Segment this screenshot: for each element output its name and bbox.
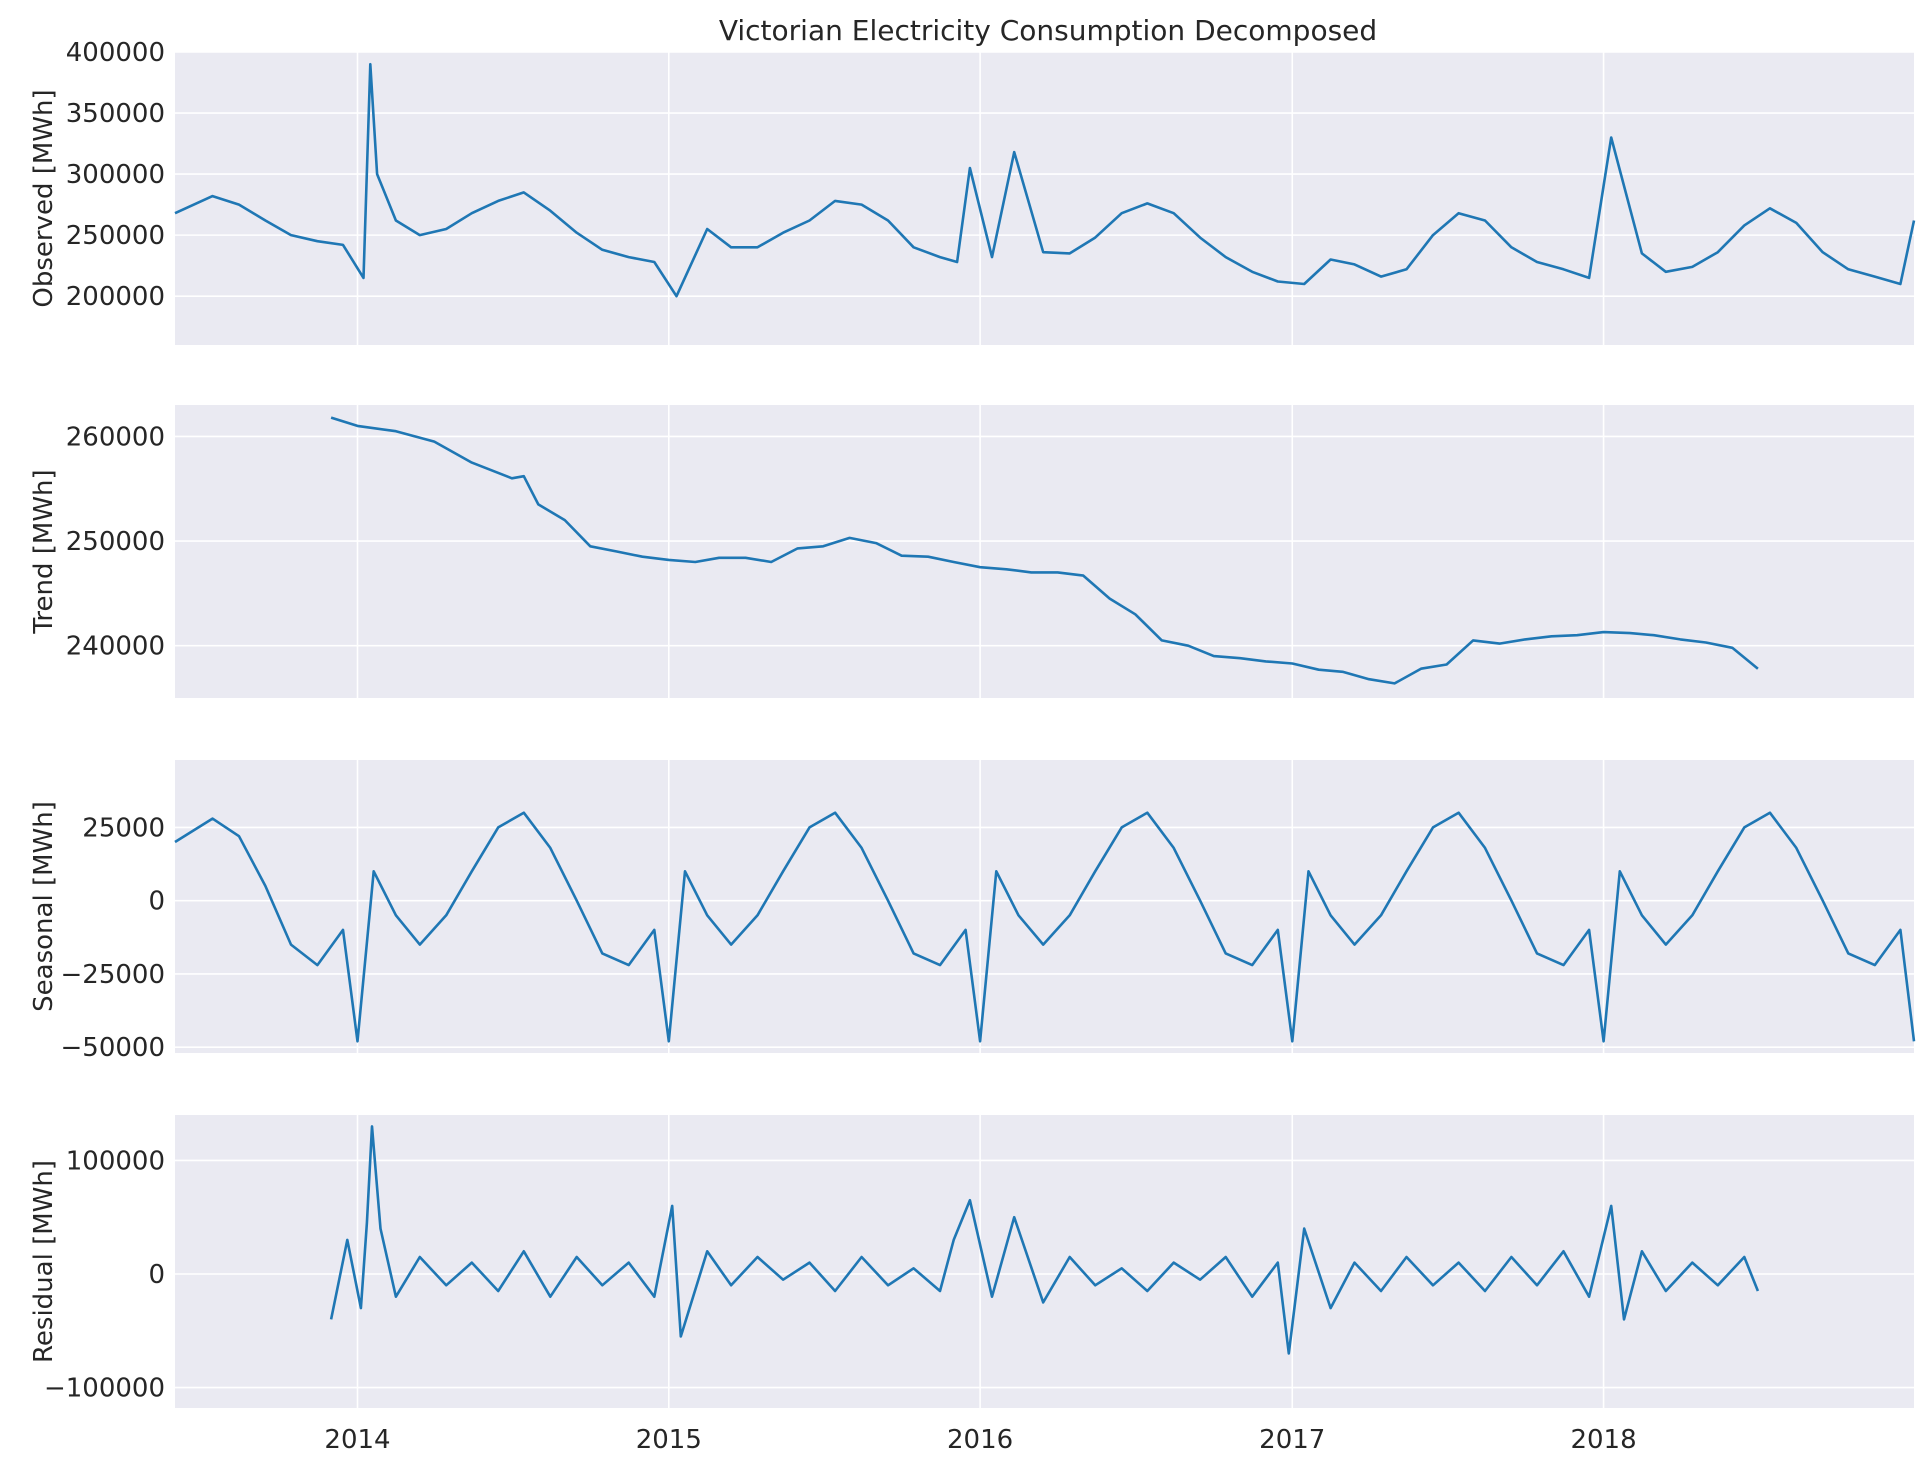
xtick-label-2017: 2017 — [1259, 1425, 1325, 1455]
observed-series-line — [174, 62, 1916, 298]
seasonal-panel: −50000 −25000 0 25000 Seasonal [MWh] — [29, 760, 1916, 1063]
observed-plot-area — [175, 52, 1914, 345]
observed-ylabel: Observed [MWh] — [29, 89, 59, 307]
seasonal-ytick-label: 25000 — [82, 813, 165, 843]
seasonal-ytick-label: 0 — [148, 887, 165, 917]
xtick-label-2014: 2014 — [324, 1425, 390, 1455]
trend-ylabel: Trend [MWh] — [29, 469, 59, 634]
seasonal-ytick-label: −25000 — [61, 960, 166, 990]
residual-ytick-label: 100000 — [66, 1146, 165, 1176]
residual-series-line — [329, 1125, 1760, 1355]
observed-ytick-label: 300000 — [66, 160, 165, 190]
seasonal-series-line — [174, 811, 1916, 1043]
seasonal-plot-area — [175, 760, 1914, 1053]
observed-ytick-label: 400000 — [66, 38, 165, 68]
residual-ytick-label: −100000 — [44, 1374, 165, 1404]
trend-ytick-label: 250000 — [66, 527, 165, 557]
xtick-label-2015: 2015 — [636, 1425, 702, 1455]
xtick-label-2018: 2018 — [1570, 1425, 1636, 1455]
trend-ytick-label: 260000 — [66, 422, 165, 452]
seasonal-ytick-label: −50000 — [61, 1033, 166, 1063]
residual-ytick-label: 0 — [148, 1260, 165, 1290]
observed-ytick-label: 200000 — [66, 282, 165, 312]
trend-plot-area — [175, 405, 1914, 698]
xtick-label-2016: 2016 — [947, 1425, 1013, 1455]
trend-series-line — [330, 416, 1759, 685]
chart-title: Victorian Electricity Consumption Decomp… — [719, 14, 1377, 47]
observed-ytick-label: 250000 — [66, 221, 165, 251]
trend-ytick-label: 240000 — [66, 632, 165, 662]
residual-plot-area — [175, 1115, 1914, 1408]
seasonal-ylabel: Seasonal [MWh] — [29, 801, 59, 1012]
observed-ytick-label: 350000 — [66, 99, 165, 129]
residual-ylabel: Residual [MWh] — [29, 1160, 59, 1363]
